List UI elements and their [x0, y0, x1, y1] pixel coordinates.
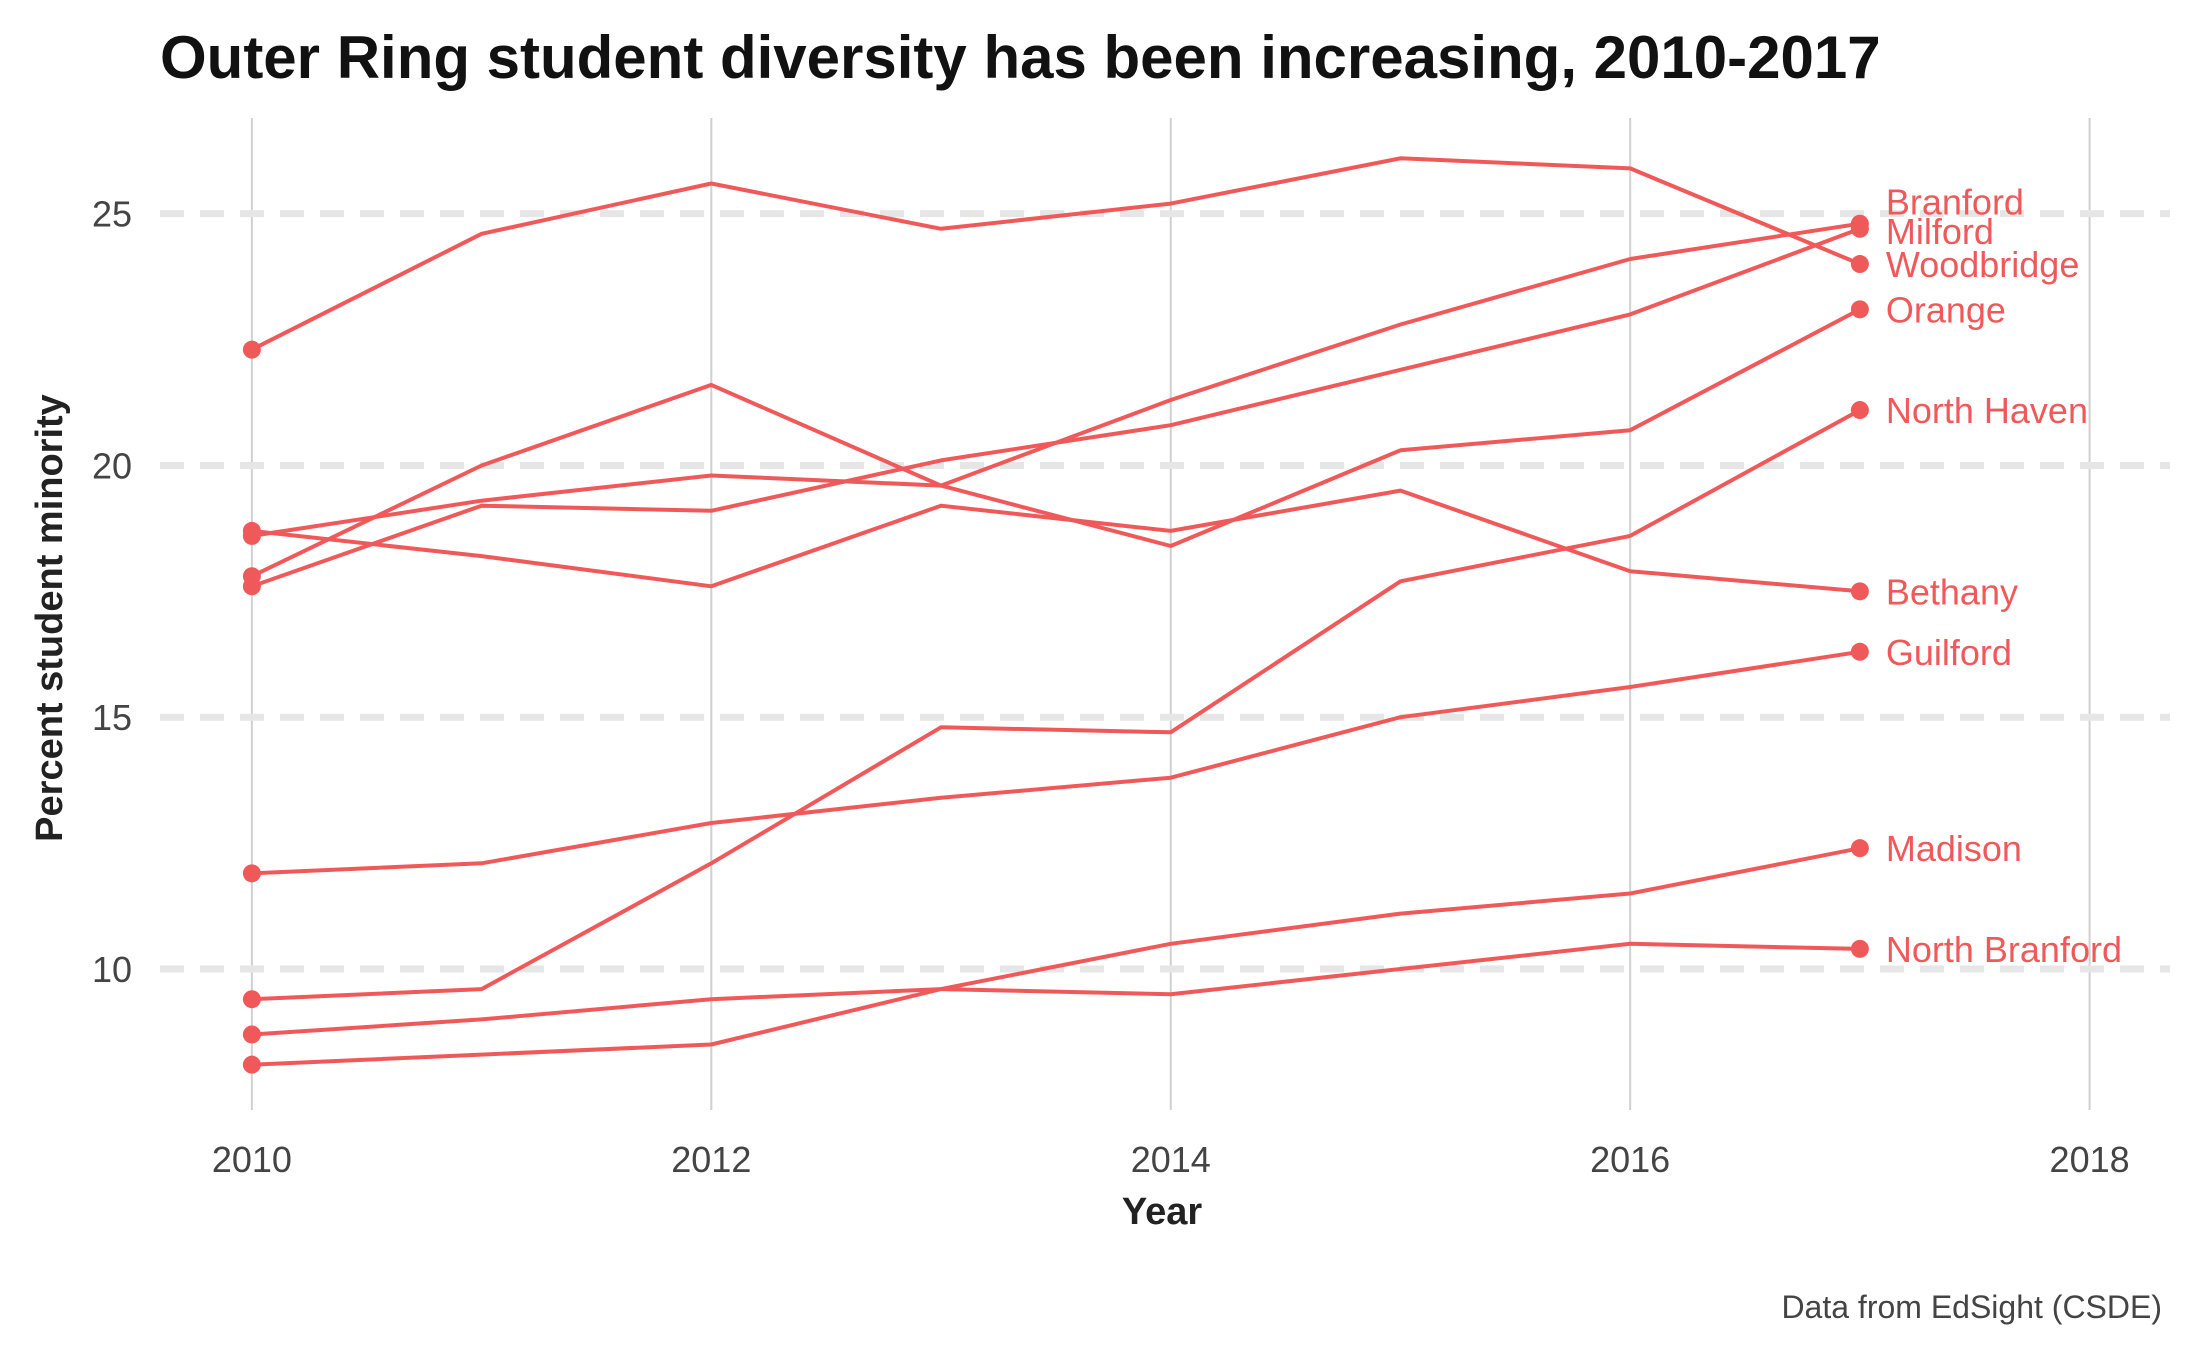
y-gridlines: [160, 210, 2170, 973]
series-label-orange: Orange: [1886, 289, 2006, 330]
series-lines: [250, 156, 1861, 1067]
point-end-north-branford: [1850, 939, 1869, 958]
series-line-milford: [251, 226, 1861, 589]
point-end-milford: [1850, 219, 1869, 238]
y-tick-label-20: 20: [92, 445, 132, 486]
x-gridlines: [250, 118, 2091, 1110]
series-line-branford: [251, 221, 1861, 579]
series-line-north-branford: [251, 941, 1860, 1067]
point-end-madison: [1850, 839, 1869, 858]
y-tick-labels: 10 15 20 25: [92, 194, 132, 990]
point-start-north-haven: [242, 990, 261, 1009]
point-end-north-haven: [1850, 401, 1869, 420]
x-tick-label-2018: 2018: [2050, 1139, 2130, 1180]
series-label-north-haven: North Haven: [1886, 390, 2088, 431]
point-start-woodbridge: [242, 340, 261, 359]
y-tick-label-15: 15: [92, 697, 132, 738]
y-tick-label-10: 10: [92, 949, 132, 990]
series-line-orange: [251, 307, 1861, 548]
point-end-orange: [1850, 300, 1869, 319]
series-points: [242, 214, 1869, 1074]
point-start-guilford: [242, 864, 261, 883]
y-tick-label-25: 25: [92, 194, 132, 235]
series-label-north-branford: North Branford: [1886, 929, 2122, 970]
x-tick-label-2010: 2010: [212, 1139, 292, 1180]
series-line-madison: [251, 846, 1861, 1037]
x-axis-title: Year: [1122, 1191, 1203, 1233]
point-start-madison: [242, 1025, 261, 1044]
series-label-bethany: Bethany: [1886, 571, 2018, 612]
point-start-bethany: [242, 521, 261, 540]
series-label-branford: Branford: [1886, 182, 2024, 223]
x-tick-labels: 2010 2012 2014 2016 2018: [212, 1139, 2130, 1180]
series-line-guilford: [251, 649, 1861, 876]
series-label-milford: Milford: [1886, 211, 1994, 252]
series-label-guilford: Guilford: [1886, 632, 2012, 673]
series-line-woodbridge: [250, 156, 1861, 352]
point-start-milford: [242, 577, 261, 596]
series-label-woodbridge: Woodbridge: [1886, 244, 2079, 285]
chart-title: Outer Ring student diversity has been in…: [160, 24, 1881, 91]
series-line-bethany: [251, 488, 1861, 594]
source-caption: Data from EdSight (CSDE): [1781, 1289, 2162, 1325]
point-start-north-branford: [242, 1055, 261, 1074]
series-line-north-haven: [251, 408, 1861, 1002]
series-label-madison: Madison: [1886, 828, 2022, 869]
y-axis-title: Percent student minority: [29, 394, 71, 842]
point-end-guilford: [1850, 642, 1869, 661]
x-tick-label-2012: 2012: [671, 1139, 751, 1180]
x-tick-label-2014: 2014: [1131, 1139, 1211, 1180]
x-tick-label-2016: 2016: [1590, 1139, 1670, 1180]
point-end-woodbridge: [1850, 255, 1869, 274]
point-end-bethany: [1850, 582, 1869, 601]
